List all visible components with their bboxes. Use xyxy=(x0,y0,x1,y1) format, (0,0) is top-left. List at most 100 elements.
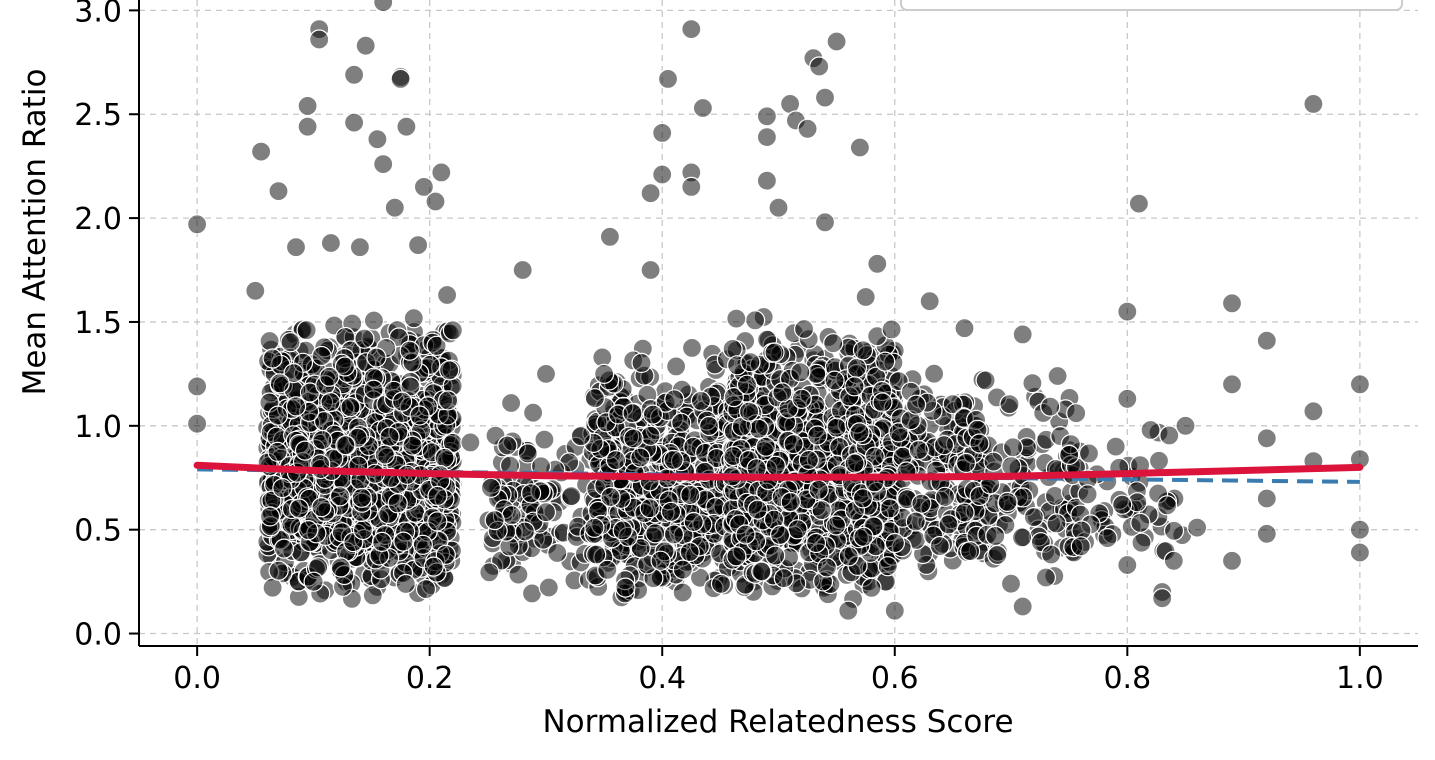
scatter-point xyxy=(665,356,687,377)
scatter-point xyxy=(355,35,376,56)
scatter-point xyxy=(1011,527,1033,548)
scatter-point xyxy=(311,345,332,367)
scatter-point xyxy=(283,363,304,384)
scatter-point xyxy=(705,497,726,518)
scatter-point xyxy=(297,116,318,137)
scatter-point xyxy=(1152,588,1173,609)
scatter-point xyxy=(384,197,405,218)
scatter-point xyxy=(1078,443,1100,464)
scatter-point xyxy=(615,577,636,598)
scatter-point xyxy=(844,453,865,474)
scatter-point xyxy=(268,181,289,202)
scatter-point xyxy=(1349,519,1371,540)
scatter-point xyxy=(1303,93,1324,115)
scatter-point xyxy=(680,484,701,506)
scatter-point xyxy=(772,382,793,403)
scatter-point xyxy=(853,526,874,547)
scatter-point xyxy=(1022,373,1043,394)
scatter-point xyxy=(663,449,684,470)
scatter-point xyxy=(710,573,732,594)
scatter-point xyxy=(600,486,621,508)
scatter-point xyxy=(427,485,448,506)
scatter-point xyxy=(561,486,582,507)
scatter-point xyxy=(1140,419,1161,441)
scatter-point xyxy=(826,31,847,52)
scatter-point xyxy=(396,116,417,137)
y-tick-label: 1.0 xyxy=(74,410,122,445)
scatter-point xyxy=(1349,374,1371,395)
scatter-point xyxy=(584,517,605,538)
y-tick-label: 1.5 xyxy=(74,306,122,341)
x-tick-label: 0.4 xyxy=(638,661,686,696)
scatter-point xyxy=(367,129,388,150)
scatter-point xyxy=(884,532,906,554)
scatter-point xyxy=(747,499,768,520)
scatter-point xyxy=(805,532,827,554)
scatter-point xyxy=(755,436,776,457)
scatter-point xyxy=(825,515,847,536)
scatter-point xyxy=(751,561,772,582)
scatter-point xyxy=(501,505,522,526)
scatter-point xyxy=(272,478,293,499)
scatter-point xyxy=(535,502,557,523)
scatter-point xyxy=(584,388,606,409)
scatter-point xyxy=(1221,374,1243,395)
scatter-point xyxy=(807,425,828,446)
scatter-point xyxy=(522,402,544,423)
scatter-point xyxy=(744,310,766,331)
scatter-point xyxy=(586,544,607,565)
y-axis-label: Mean Attention Ratio xyxy=(17,69,53,396)
scatter-point xyxy=(309,29,330,50)
scatter-point xyxy=(311,497,332,518)
scatter-point xyxy=(460,432,481,453)
scatter-point xyxy=(1002,437,1024,458)
scatter-point xyxy=(849,137,871,158)
scatter-point xyxy=(354,328,375,349)
scatter-point xyxy=(501,392,522,414)
scatter-point xyxy=(521,583,543,604)
scatter-point xyxy=(791,388,812,409)
scatter-point xyxy=(768,197,789,218)
scatter-point xyxy=(415,578,437,600)
scatter-point xyxy=(838,600,859,621)
scatter-point xyxy=(942,394,963,415)
scatter-point xyxy=(1117,554,1138,576)
scatter-point xyxy=(814,212,836,233)
scatter-point xyxy=(1303,401,1324,422)
scatter-point xyxy=(681,176,702,197)
legend-box xyxy=(900,0,1403,11)
scatter-point xyxy=(479,562,500,583)
scatter-point xyxy=(412,534,433,555)
scatter-point xyxy=(740,352,761,373)
scatter-point xyxy=(409,405,430,426)
scatter-point xyxy=(245,280,266,301)
scatter-point xyxy=(303,571,324,592)
scatter-point xyxy=(679,541,700,563)
scatter-point xyxy=(838,546,859,567)
scatter-point xyxy=(923,363,945,384)
scatter-point xyxy=(672,582,693,603)
y-tick-label: 0.0 xyxy=(74,618,122,653)
scatter-point xyxy=(867,253,888,274)
scatter-point xyxy=(1105,436,1126,457)
scatter-point xyxy=(187,376,208,397)
scatter-point xyxy=(392,391,413,412)
scatter-point xyxy=(262,577,283,598)
scatter-point xyxy=(1066,403,1087,424)
scatter-point xyxy=(374,444,395,465)
scatter-point xyxy=(780,491,801,513)
scatter-point xyxy=(1221,550,1243,571)
scatter-point xyxy=(262,348,283,369)
scatter-point xyxy=(425,191,446,212)
scatter-point xyxy=(379,426,400,447)
scatter-point xyxy=(427,511,448,532)
scatter-point xyxy=(286,396,307,417)
scatter-point xyxy=(933,435,955,456)
scatter-point xyxy=(547,542,568,564)
scatter-point xyxy=(387,493,408,514)
scatter-point xyxy=(650,550,671,571)
scatter-point xyxy=(905,511,926,532)
scatter-point xyxy=(259,506,281,527)
scatter-point xyxy=(824,370,845,391)
scatter-point xyxy=(1035,567,1057,588)
